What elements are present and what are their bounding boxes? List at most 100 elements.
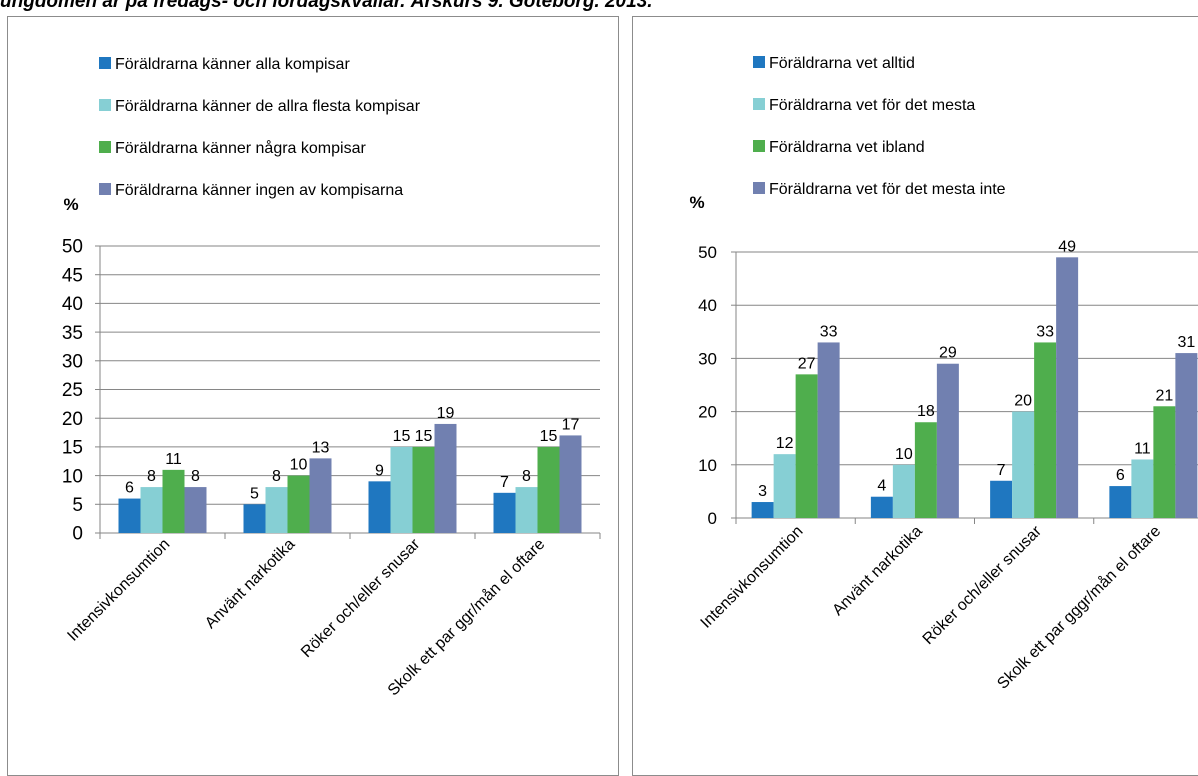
data-label: 15 bbox=[393, 428, 411, 445]
bar bbox=[795, 374, 818, 518]
page-title: ungdomen är på fredags- och lördagskväll… bbox=[0, 0, 653, 12]
category-label: Använt narkotika bbox=[829, 523, 925, 619]
data-label: 8 bbox=[191, 468, 200, 485]
data-label: 15 bbox=[415, 428, 433, 445]
y-tick-label: 40 bbox=[62, 294, 83, 315]
data-label: 27 bbox=[798, 355, 816, 372]
bar bbox=[751, 502, 774, 518]
data-label: 29 bbox=[939, 345, 957, 362]
bar bbox=[773, 454, 796, 518]
bar-chart-parents-know-whereabouts: Föräldrarna vet alltid Föräldrarna vet fö… bbox=[689, 55, 1198, 693]
bar bbox=[243, 504, 266, 533]
bar bbox=[537, 446, 560, 533]
y-tick-label: 45 bbox=[62, 265, 83, 286]
legend-label: Föräldrarna vet för det mesta inte bbox=[769, 181, 1006, 198]
bar bbox=[434, 423, 457, 533]
bar bbox=[1034, 342, 1057, 518]
legend-swatch bbox=[99, 183, 111, 195]
bar bbox=[1109, 486, 1132, 518]
data-label: 6 bbox=[125, 480, 134, 497]
bar-chart-parents-know-friends: Föräldrarna känner alla kompisar Föräldra… bbox=[62, 56, 601, 699]
chart-panel-parents-know-whereabouts: Föräldrarna vet alltid Föräldrarna vet fö… bbox=[632, 16, 1198, 776]
data-label: 20 bbox=[1014, 393, 1032, 410]
legend-label: Föräldrarna känner ingen av kompisarna bbox=[115, 182, 403, 199]
data-label: 18 bbox=[917, 403, 935, 420]
y-tick-label: 20 bbox=[62, 409, 83, 430]
category-label: Röker och/eller snusar bbox=[298, 535, 424, 661]
legend-swatch bbox=[753, 56, 765, 68]
data-label: 10 bbox=[290, 457, 308, 474]
data-label: 7 bbox=[997, 462, 1006, 479]
legend-swatch bbox=[99, 141, 111, 153]
legend-label: Föräldrarna vet alltid bbox=[769, 55, 915, 72]
legend-swatch bbox=[753, 98, 765, 110]
legend-label: Föräldrarna vet för det mesta bbox=[769, 97, 975, 114]
category-label: Röker och/eller snusar bbox=[920, 522, 1046, 648]
bar bbox=[515, 487, 538, 533]
bar bbox=[817, 342, 840, 518]
category-label: Intensivkonsumtion bbox=[698, 523, 807, 632]
legend-swatch bbox=[753, 140, 765, 152]
bar bbox=[412, 446, 435, 533]
data-label: 8 bbox=[272, 468, 281, 485]
y-tick-label: 0 bbox=[708, 509, 717, 528]
category-label: Intensivkonsumtion bbox=[64, 536, 173, 645]
y-tick-label: 0 bbox=[72, 524, 83, 545]
bar bbox=[184, 487, 207, 533]
y-tick-label: 30 bbox=[62, 351, 83, 372]
bar bbox=[1153, 406, 1176, 518]
data-label: 9 bbox=[375, 462, 384, 479]
bar bbox=[990, 480, 1013, 518]
data-label: 15 bbox=[540, 428, 558, 445]
legend-label: Föräldrarna känner alla kompisar bbox=[115, 56, 350, 73]
y-tick-label: 30 bbox=[698, 349, 717, 368]
data-label: 17 bbox=[562, 416, 580, 433]
y-axis-label: % bbox=[63, 195, 78, 214]
bar bbox=[390, 446, 413, 533]
data-label: 33 bbox=[820, 323, 838, 340]
y-axis-label: % bbox=[689, 193, 704, 212]
legend-label: Föräldrarna känner några kompisar bbox=[115, 139, 366, 157]
data-label: 33 bbox=[1036, 323, 1054, 340]
bar bbox=[162, 469, 185, 533]
legend-label: Föräldrarna känner de allra flesta kompi… bbox=[115, 98, 421, 115]
bar bbox=[265, 487, 288, 533]
y-tick-label: 10 bbox=[62, 466, 83, 487]
y-tick-label: 40 bbox=[698, 296, 717, 315]
data-label: 8 bbox=[522, 468, 531, 485]
bar bbox=[309, 458, 332, 533]
data-label: 8 bbox=[147, 468, 156, 485]
bar bbox=[914, 422, 937, 518]
bar bbox=[287, 475, 310, 533]
bar bbox=[892, 464, 915, 518]
data-label: 11 bbox=[165, 451, 182, 468]
bar bbox=[140, 487, 163, 533]
bar bbox=[1175, 353, 1198, 518]
data-label: 21 bbox=[1155, 387, 1173, 404]
bar bbox=[870, 496, 893, 518]
bar bbox=[368, 481, 391, 533]
data-label: 3 bbox=[758, 483, 767, 500]
category-label: Använt narkotika bbox=[202, 536, 298, 632]
y-tick-label: 15 bbox=[62, 438, 83, 459]
bar bbox=[936, 363, 959, 518]
bar bbox=[118, 498, 141, 533]
bar bbox=[1056, 257, 1079, 518]
data-label: 31 bbox=[1177, 334, 1195, 351]
chart-panel-parents-know-friends: Föräldrarna känner alla kompisar Föräldra… bbox=[7, 16, 619, 776]
legend-swatch bbox=[99, 57, 111, 69]
y-tick-label: 50 bbox=[62, 237, 83, 258]
bar bbox=[493, 492, 516, 533]
data-label: 19 bbox=[437, 405, 455, 422]
bar bbox=[1012, 411, 1035, 518]
y-tick-label: 50 bbox=[698, 243, 717, 262]
bar bbox=[1131, 459, 1154, 518]
y-tick-label: 35 bbox=[62, 323, 83, 344]
data-label: 4 bbox=[877, 478, 886, 495]
data-label: 5 bbox=[250, 485, 259, 502]
data-label: 10 bbox=[895, 446, 913, 463]
bar bbox=[559, 435, 582, 533]
data-label: 6 bbox=[1116, 467, 1125, 484]
legend-swatch bbox=[99, 99, 111, 111]
y-tick-label: 10 bbox=[698, 456, 717, 475]
